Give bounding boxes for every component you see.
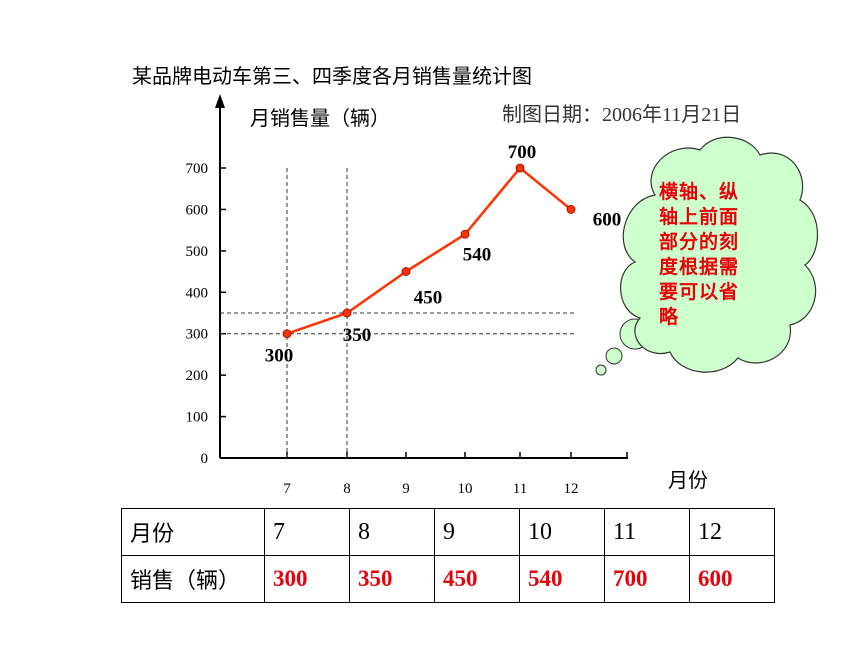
- bubble-line: 略: [659, 306, 680, 328]
- table-cell-month: 11: [604, 508, 690, 556]
- table-cell-sales: 700: [604, 555, 690, 603]
- table-cell-sales: 540: [519, 555, 605, 603]
- table-cell-month: 10: [519, 508, 605, 556]
- data-point: [282, 329, 292, 339]
- x-tick-label: 12: [564, 481, 579, 497]
- data-point: [460, 229, 470, 239]
- y-tick-label: 300: [186, 327, 209, 343]
- data-label: 540: [463, 244, 492, 265]
- y-tick-label: 500: [186, 244, 209, 260]
- table-cell-month: 9: [434, 508, 520, 556]
- x-tick-label: 7: [283, 481, 291, 497]
- bubble-note: 横轴、纵 轴上前面 部分的刻 度根据需 要可以省 略: [659, 180, 769, 330]
- table-cell-sales: 450: [434, 555, 520, 603]
- data-label: 600: [593, 209, 622, 230]
- series-line: [286, 166, 572, 335]
- bubble-cloud: [620, 136, 819, 373]
- bubble-line: 度根据需: [659, 256, 740, 278]
- data-label: 350: [343, 325, 372, 346]
- data-point: [401, 267, 411, 276]
- y-tick-label: 400: [186, 285, 209, 301]
- data-point: [566, 205, 576, 214]
- chart-title: 某品牌电动车第三、四季度各月销售量统计图: [132, 64, 532, 88]
- data-label: 700: [508, 142, 537, 163]
- y-tick-label: 100: [186, 410, 209, 426]
- bubble-line: 横轴、纵: [659, 181, 740, 203]
- table-row-sales: 销售（辆） 300 350 450 540 700 600: [121, 555, 775, 603]
- sales-table: 月份 7 8 9 10 11 12 销售（辆） 300 350 450 540 …: [121, 508, 775, 603]
- x-tick-label: 8: [343, 481, 351, 497]
- y-tick-label: 700: [186, 161, 209, 177]
- table-cell-month: 7: [264, 508, 350, 556]
- date-note: 制图日期：2006年11月21日: [502, 104, 742, 126]
- table-cell-sales: 350: [349, 555, 435, 603]
- table-header-month: 月份: [121, 508, 265, 556]
- table-cell-month: 8: [349, 508, 435, 556]
- bubble-line: 要可以省: [659, 281, 740, 303]
- table-cell-sales: 600: [689, 555, 775, 603]
- y-tick-label: 0: [201, 451, 209, 467]
- y-axis-arrow: [215, 94, 225, 108]
- bubble-line: 部分的刻: [659, 231, 740, 253]
- table-header-sales: 销售（辆）: [121, 555, 265, 603]
- y-tick-label: 600: [186, 202, 209, 218]
- x-tick-label: 11: [513, 481, 527, 497]
- data-label: 300: [265, 346, 294, 367]
- y-axis-label: 月销售量（辆）: [250, 106, 390, 130]
- x-axis-label: 月份: [668, 468, 708, 492]
- x-tick-label: 10: [458, 481, 473, 497]
- data-label: 450: [414, 288, 443, 309]
- table-cell-month: 12: [689, 508, 775, 556]
- data-point: [342, 308, 352, 318]
- table-row-months: 月份 7 8 9 10 11 12: [121, 508, 775, 556]
- data-point: [515, 163, 525, 173]
- bubble-line: 轴上前面: [659, 206, 740, 228]
- x-tick-label: 9: [402, 481, 410, 497]
- table-cell-sales: 300: [264, 555, 350, 603]
- y-tick-label: 200: [186, 368, 209, 384]
- thought-bubble: [595, 136, 819, 376]
